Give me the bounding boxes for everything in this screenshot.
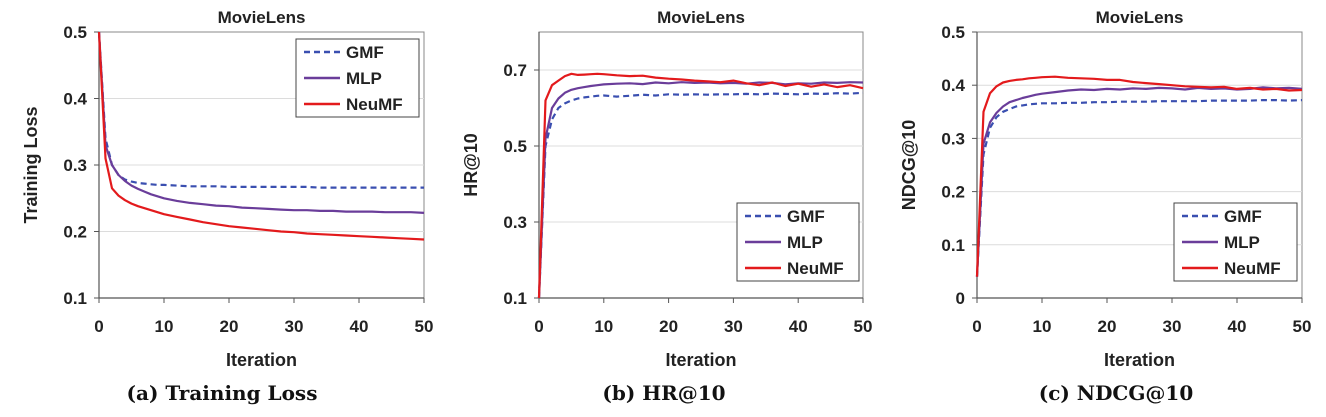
y-tick-label: 0.5 (63, 23, 87, 42)
chart-title: MovieLens (1096, 8, 1184, 27)
legend: GMF MLP NeuMF (736, 202, 860, 282)
legend: GMF MLP NeuMF (1173, 202, 1298, 282)
x-axis-label: Iteration (226, 350, 297, 370)
chart-panel-2: 0.1 0.3 0.5 0.7 0 10 20 30 40 50 MovieLens Iteratio… (461, 8, 872, 405)
x-tick-label: 20 (1098, 317, 1117, 336)
legend-label-mlp: MLP (787, 233, 823, 252)
legend-label-neumf: NeuMF (787, 259, 844, 278)
x-tick-label: 30 (724, 317, 743, 336)
x-tick-label: 10 (594, 317, 613, 336)
x-tick-label: 30 (1163, 317, 1182, 336)
legend-label-gmf: GMF (1224, 207, 1262, 226)
legend-label-neumf: NeuMF (1224, 259, 1281, 278)
y-tick-label: 0 (956, 289, 965, 308)
y-tick-label: 0.4 (63, 90, 87, 109)
series-line-gmf (97, 31, 424, 189)
x-tick-label: 20 (220, 317, 239, 336)
figure-caption: (a) Training Loss (127, 381, 318, 405)
legend: GMF MLP NeuMF (295, 38, 420, 118)
y-tick-label: 0.7 (503, 61, 527, 80)
chart-title: MovieLens (657, 8, 745, 27)
x-tick-label: 10 (155, 317, 174, 336)
figure-caption: (b) HR@10 (602, 381, 725, 405)
y-tick-label: 0.3 (63, 156, 87, 175)
y-tick-label: 0.1 (63, 289, 87, 308)
x-axis-label: Iteration (1104, 350, 1175, 370)
x-tick-label: 30 (285, 317, 304, 336)
y-tick-label: 0.1 (941, 236, 965, 255)
x-tick-label: 40 (1228, 317, 1247, 336)
series-line-neumf (975, 75, 1303, 277)
x-axis-label: Iteration (665, 350, 736, 370)
y-tick-label: 0.3 (503, 213, 527, 232)
legend-label-gmf: GMF (346, 43, 384, 62)
y-tick-label: 0.3 (941, 129, 965, 148)
series-line-mlp (97, 31, 425, 214)
x-tick-label: 40 (350, 317, 369, 336)
x-tick-label: 20 (659, 317, 678, 336)
figure-caption: (c) NDCG@10 (1039, 381, 1194, 405)
series-line-gmf (537, 91, 864, 299)
legend-label-neumf: NeuMF (346, 95, 403, 114)
y-axis-label: Training Loss (21, 106, 41, 223)
y-tick-label: 0.4 (941, 76, 965, 95)
y-axis-label: HR@10 (461, 133, 481, 197)
x-tick-label: 50 (415, 317, 434, 336)
legend-label-gmf: GMF (787, 207, 825, 226)
x-tick-label: 0 (972, 317, 981, 336)
x-tick-label: 40 (789, 317, 808, 336)
legend-label-mlp: MLP (1224, 233, 1260, 252)
series-line-neumf (537, 72, 864, 299)
legend-label-mlp: MLP (346, 69, 382, 88)
series-line-neumf (97, 31, 425, 241)
chart-panel-1: 0.1 0.2 0.3 0.4 0.5 0 10 20 30 40 50 MovieLens Itera… (21, 8, 433, 405)
chart-title: MovieLens (218, 8, 306, 27)
x-tick-label: 50 (1293, 317, 1312, 336)
y-tick-label: 0.1 (503, 289, 527, 308)
y-tick-label: 0.2 (63, 223, 87, 242)
y-axis-label: NDCG@10 (899, 120, 919, 211)
chart-panel-3: 0 0.1 0.2 0.3 0.4 0.5 0 10 20 30 40 50 MovieLens Iter… (899, 8, 1311, 405)
x-tick-label: 0 (534, 317, 543, 336)
x-tick-label: 50 (854, 317, 873, 336)
y-tick-label: 0.5 (503, 137, 527, 156)
y-tick-label: 0.5 (941, 23, 965, 42)
x-tick-label: 0 (94, 317, 103, 336)
x-tick-label: 10 (1033, 317, 1052, 336)
y-tick-label: 0.2 (941, 183, 965, 202)
